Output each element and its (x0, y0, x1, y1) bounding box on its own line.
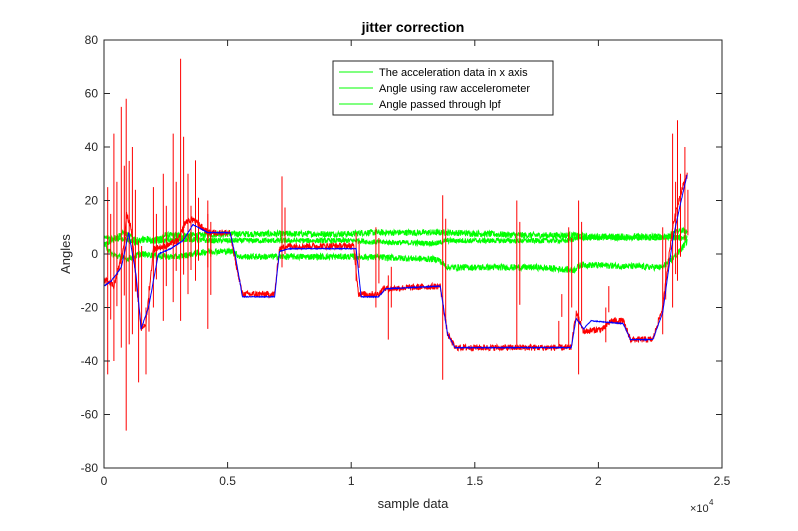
y-tick-label: 40 (85, 140, 99, 154)
x-tick-label: 0.5 (219, 474, 236, 488)
x-axis-label: sample data (378, 496, 450, 511)
x-tick-label: 0 (101, 474, 108, 488)
ticks: 0 0.5 1 1.5 2 2.5 -80 -60 -40 -20 0 20 40 60 80 (81, 33, 731, 488)
legend-label: Angle using raw accelerometer (379, 83, 530, 95)
y-tick-label: -80 (81, 461, 99, 475)
y-tick-label: 60 (85, 87, 99, 101)
x-exponent-power: 4 (709, 498, 714, 507)
y-tick-label: 0 (91, 247, 98, 261)
series-line-3 (104, 239, 688, 274)
legend-label: The acceleration data in x axis (379, 67, 528, 79)
x-tick-label: 1.5 (466, 474, 483, 488)
legend-label: Angle passed through lpf (379, 99, 502, 111)
chart-title: jitter correction (361, 19, 465, 35)
x-tick-label: 1 (348, 474, 355, 488)
y-axis-label: Angles (58, 234, 73, 274)
x-tick-label: 2.5 (714, 474, 731, 488)
y-tick-label: 80 (85, 33, 99, 47)
y-tick-label: -20 (81, 301, 99, 315)
y-tick-label: 20 (85, 194, 99, 208)
plot-lines (104, 58, 689, 431)
series-line-2 (104, 226, 688, 248)
x-exponent-label: ×10 4 (690, 498, 714, 515)
x-exponent-base: ×10 (690, 503, 709, 515)
x-tick-label: 2 (595, 474, 602, 488)
legend: The acceleration data in x axis Angle usi… (332, 60, 554, 116)
series-line-5 (104, 174, 688, 350)
y-tick-label: -40 (81, 354, 99, 368)
y-tick-label: -60 (81, 408, 99, 422)
